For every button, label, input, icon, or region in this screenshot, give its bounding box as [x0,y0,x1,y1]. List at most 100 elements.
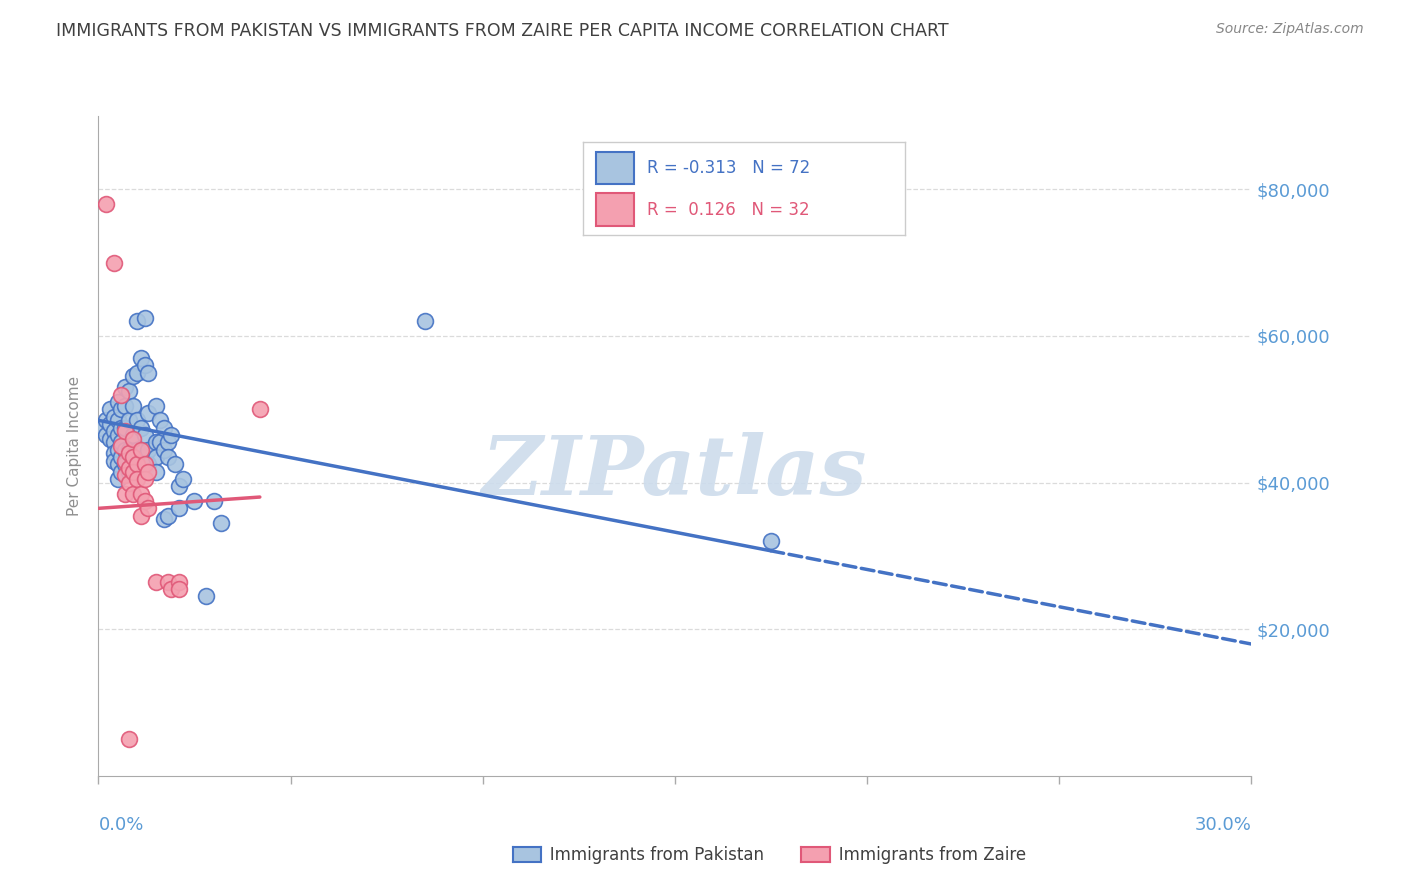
Point [118,465,141,479]
Point [103,446,125,460]
Point [249,402,271,417]
Point [122,369,145,384]
Point [209,516,232,530]
Y-axis label: Per Capita Income: Per Capita Income [67,376,83,516]
Point [172,472,194,486]
Point [94,197,117,211]
Point [122,399,145,413]
Point [195,590,218,604]
Point [118,413,141,427]
Point [145,465,167,479]
Point [94,428,117,442]
Point [152,442,174,457]
Point [110,435,132,450]
Point [125,472,148,486]
Point [156,508,179,523]
Point [167,501,190,516]
Point [167,574,190,589]
Point [98,432,121,446]
Point [107,458,129,472]
Text: 30.0%: 30.0% [1195,816,1251,834]
Point [138,465,160,479]
Point [122,428,145,442]
Point [118,446,141,460]
Point [129,420,152,434]
Point [145,574,167,589]
Point [114,399,136,413]
Text: Immigrants from Pakistan: Immigrants from Pakistan [534,846,765,863]
Point [103,435,125,450]
Point [160,428,183,442]
Point [122,465,145,479]
Point [156,450,179,464]
Point [122,486,145,500]
Point [125,366,148,380]
Point [152,420,174,434]
Point [138,366,160,380]
Point [114,420,136,434]
Point [114,486,136,500]
Point [152,512,174,526]
Point [94,413,117,427]
Point [118,442,141,457]
Point [114,380,136,394]
Point [118,461,141,475]
Point [110,450,132,464]
Point [110,420,132,434]
Point [413,314,436,328]
Point [134,458,156,472]
Point [107,472,129,486]
Point [167,479,190,493]
Point [118,384,141,398]
Point [156,435,179,450]
Point [114,453,136,467]
Point [138,442,160,457]
Text: R =  0.126   N = 32: R = 0.126 N = 32 [647,201,810,219]
Point [149,435,172,450]
Point [114,468,136,483]
Point [149,413,172,427]
Point [138,501,160,516]
Text: IMMIGRANTS FROM PAKISTAN VS IMMIGRANTS FROM ZAIRE PER CAPITA INCOME CORRELATION : IMMIGRANTS FROM PAKISTAN VS IMMIGRANTS F… [56,22,949,40]
Point [160,582,183,596]
Point [110,465,132,479]
Point [118,475,141,490]
Point [122,450,145,464]
Point [129,351,152,365]
Point [110,439,132,453]
Point [134,494,156,508]
Point [122,432,145,446]
Point [103,425,125,439]
Point [107,413,129,427]
FancyBboxPatch shape [596,194,634,226]
Point [125,458,148,472]
Point [103,453,125,467]
Point [134,428,156,442]
Point [202,494,225,508]
FancyBboxPatch shape [596,152,634,184]
Point [110,387,132,401]
Point [134,472,156,486]
Text: R = -0.313   N = 72: R = -0.313 N = 72 [647,160,810,178]
Point [145,399,167,413]
Point [134,359,156,373]
Point [129,442,152,457]
Text: ZIPatlas: ZIPatlas [482,433,868,512]
Point [91,420,114,434]
Point [156,574,179,589]
Point [107,428,129,442]
Point [129,486,152,500]
Point [134,450,156,464]
Point [165,458,187,472]
Point [125,314,148,328]
Point [145,450,167,464]
Text: 0.0%: 0.0% [98,816,143,834]
Point [98,402,121,417]
Point [138,406,160,420]
Point [134,310,156,325]
Point [129,508,152,523]
Point [107,442,129,457]
Point [125,442,148,457]
Point [98,417,121,431]
Text: Source: ZipAtlas.com: Source: ZipAtlas.com [1216,22,1364,37]
